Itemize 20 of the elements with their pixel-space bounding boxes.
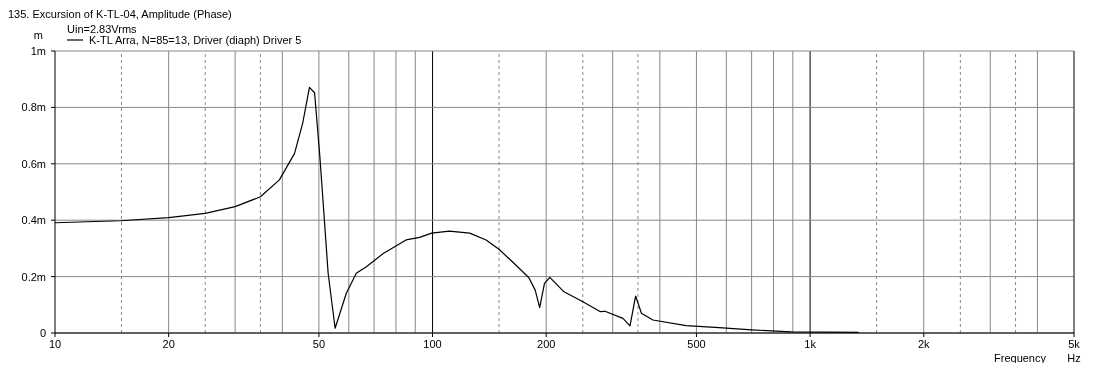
y-tick-label: 0.8m [21, 101, 46, 114]
legend-label: K-TL Arra, N=85=13, Driver (diaph) Driver 5 [89, 34, 302, 46]
text: Hz [1067, 352, 1081, 364]
chart-title: 135. Excursion of K-TL-04, Amplitude (Phase) [8, 8, 232, 20]
x-tick-label: 20 [162, 338, 175, 350]
x-tick-label: 2k [917, 338, 931, 350]
x-tick-label: 5k [1068, 338, 1081, 350]
x-tick-label: 500 [687, 338, 706, 350]
x-tick-label: 100 [423, 338, 442, 350]
y-axis-title: m [33, 29, 43, 41]
y-tick-label: 0 [39, 327, 46, 339]
x-tick-label: 50 [312, 338, 326, 350]
x-tick-label: 10 [48, 338, 62, 350]
y-tick-label: 0.6m [21, 157, 46, 170]
x-tick-label: 200 [537, 338, 556, 350]
x-tick-label: 1k [804, 338, 817, 350]
y-tick-label: 0.4m [21, 214, 46, 227]
y-tick-label: 0.2m [21, 270, 46, 283]
chart-subtitle: Uin=2.83Vrms [67, 23, 138, 35]
y-tick-label: 1m [30, 45, 46, 57]
